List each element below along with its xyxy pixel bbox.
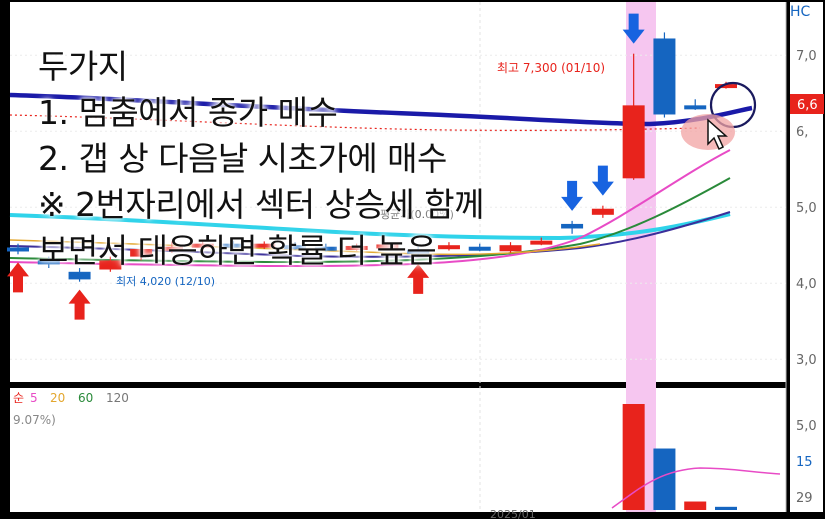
- sell-arrow-icon: [591, 165, 614, 196]
- ma-legend-item: 60: [78, 391, 93, 405]
- candles: [7, 32, 737, 282]
- candle-body: [468, 246, 491, 251]
- high-marker-label: 최고 7,300 (01/10): [497, 61, 605, 75]
- overlay-line-1: 1. 멈춤에서 종가 매수: [38, 93, 338, 132]
- candle-body: [37, 260, 60, 265]
- ma-line-dotted: [9, 114, 701, 131]
- corner-code: HC: [790, 4, 811, 20]
- volume-ma-line: [611, 467, 781, 509]
- price-y-axis: 7,0 6, 5,0 4,0 3,0: [796, 49, 817, 368]
- current-price-tag: [790, 94, 824, 114]
- volume-tick-label: 15: [796, 455, 813, 470]
- sell-arrow-icon: [622, 13, 645, 44]
- buy-arrow-icon: [68, 289, 91, 320]
- volume-bars: [622, 404, 737, 510]
- volume-y-axis: 5,0 15 29: [796, 419, 817, 506]
- y-tick-label: 6,: [796, 125, 808, 140]
- candle-body: [622, 105, 645, 179]
- buy-arrow-icon: [407, 263, 430, 294]
- candle-body: [715, 84, 737, 89]
- y-tick-label: 5,0: [796, 201, 817, 216]
- current-price-text: 6,6: [797, 98, 818, 113]
- candle-body: [530, 240, 553, 245]
- ma-line-magenta: [9, 149, 731, 268]
- volume-bar: [653, 448, 676, 510]
- signal-arrows: [7, 13, 645, 320]
- y-tick-label: 7,0: [796, 49, 817, 64]
- candle-body: [130, 249, 153, 257]
- ma-line-gold: [9, 239, 601, 256]
- overlay-title: 두가지: [38, 47, 128, 86]
- mouse-cursor-icon: [707, 118, 728, 151]
- volume-bar: [684, 501, 707, 510]
- candle-body: [7, 247, 29, 252]
- candle-body: [376, 244, 399, 249]
- candle-body: [253, 243, 276, 248]
- candle-body: [499, 245, 522, 252]
- candle-body: [68, 271, 91, 280]
- volume-bar: [715, 506, 737, 510]
- candle-body: [591, 208, 614, 215]
- candle-body: [561, 223, 584, 229]
- ma-line-green: [9, 177, 731, 264]
- buy-arrow-icon: [7, 262, 29, 293]
- candle-body: [314, 246, 337, 251]
- candle-body: [684, 105, 707, 110]
- y-tick-label: 3,0: [796, 353, 817, 368]
- volume-tick-label: 5,0: [796, 419, 817, 434]
- ma-line-cyan: [9, 212, 731, 241]
- ma-legend-item: 120: [106, 391, 129, 405]
- y-axis-bg: [790, 2, 823, 512]
- volume-bar: [622, 404, 645, 510]
- overlay-line-3: ※ 2번자리에서 섹터 상승세 함께: [38, 185, 484, 224]
- y-tick-label: 4,0: [796, 277, 817, 292]
- mid-level-label: 평균가(0.00%): [380, 208, 454, 221]
- candle-body: [99, 260, 122, 270]
- sell-arrow-icon: [561, 180, 584, 211]
- moving-average-lines: [9, 92, 753, 268]
- date-label: 2025/01: [490, 508, 536, 519]
- volume-tick-label: 29: [796, 491, 813, 506]
- candle-body: [160, 246, 183, 251]
- candle-body: [407, 249, 430, 254]
- ma-legend-item: 20: [50, 391, 65, 405]
- volume-change-label: 9.07%): [13, 413, 56, 427]
- candle-body: [191, 243, 214, 248]
- candle-body: [345, 245, 368, 250]
- ma-legend: 순 5 20 60 120 9.07%): [13, 391, 129, 427]
- volume-legend-prefix: 순: [13, 391, 24, 405]
- ma-legend-item: 5: [30, 391, 38, 405]
- candle-body: [284, 245, 307, 250]
- overlay-line-2: 2. 갭 상 다음날 시초가에 매수: [38, 139, 447, 178]
- annotation-overlay: 두가지 1. 멈춤에서 종가 매수 2. 갭 상 다음날 시초가에 매수 ※ 2…: [38, 44, 484, 274]
- candle-body: [653, 38, 676, 115]
- candle-body: [222, 243, 245, 248]
- low-marker-label: 최저 4,020 (12/10): [116, 275, 215, 288]
- candle-body: [437, 245, 460, 250]
- overlay-line-4: 보면서 대응하면 확률 더 높음: [38, 231, 437, 270]
